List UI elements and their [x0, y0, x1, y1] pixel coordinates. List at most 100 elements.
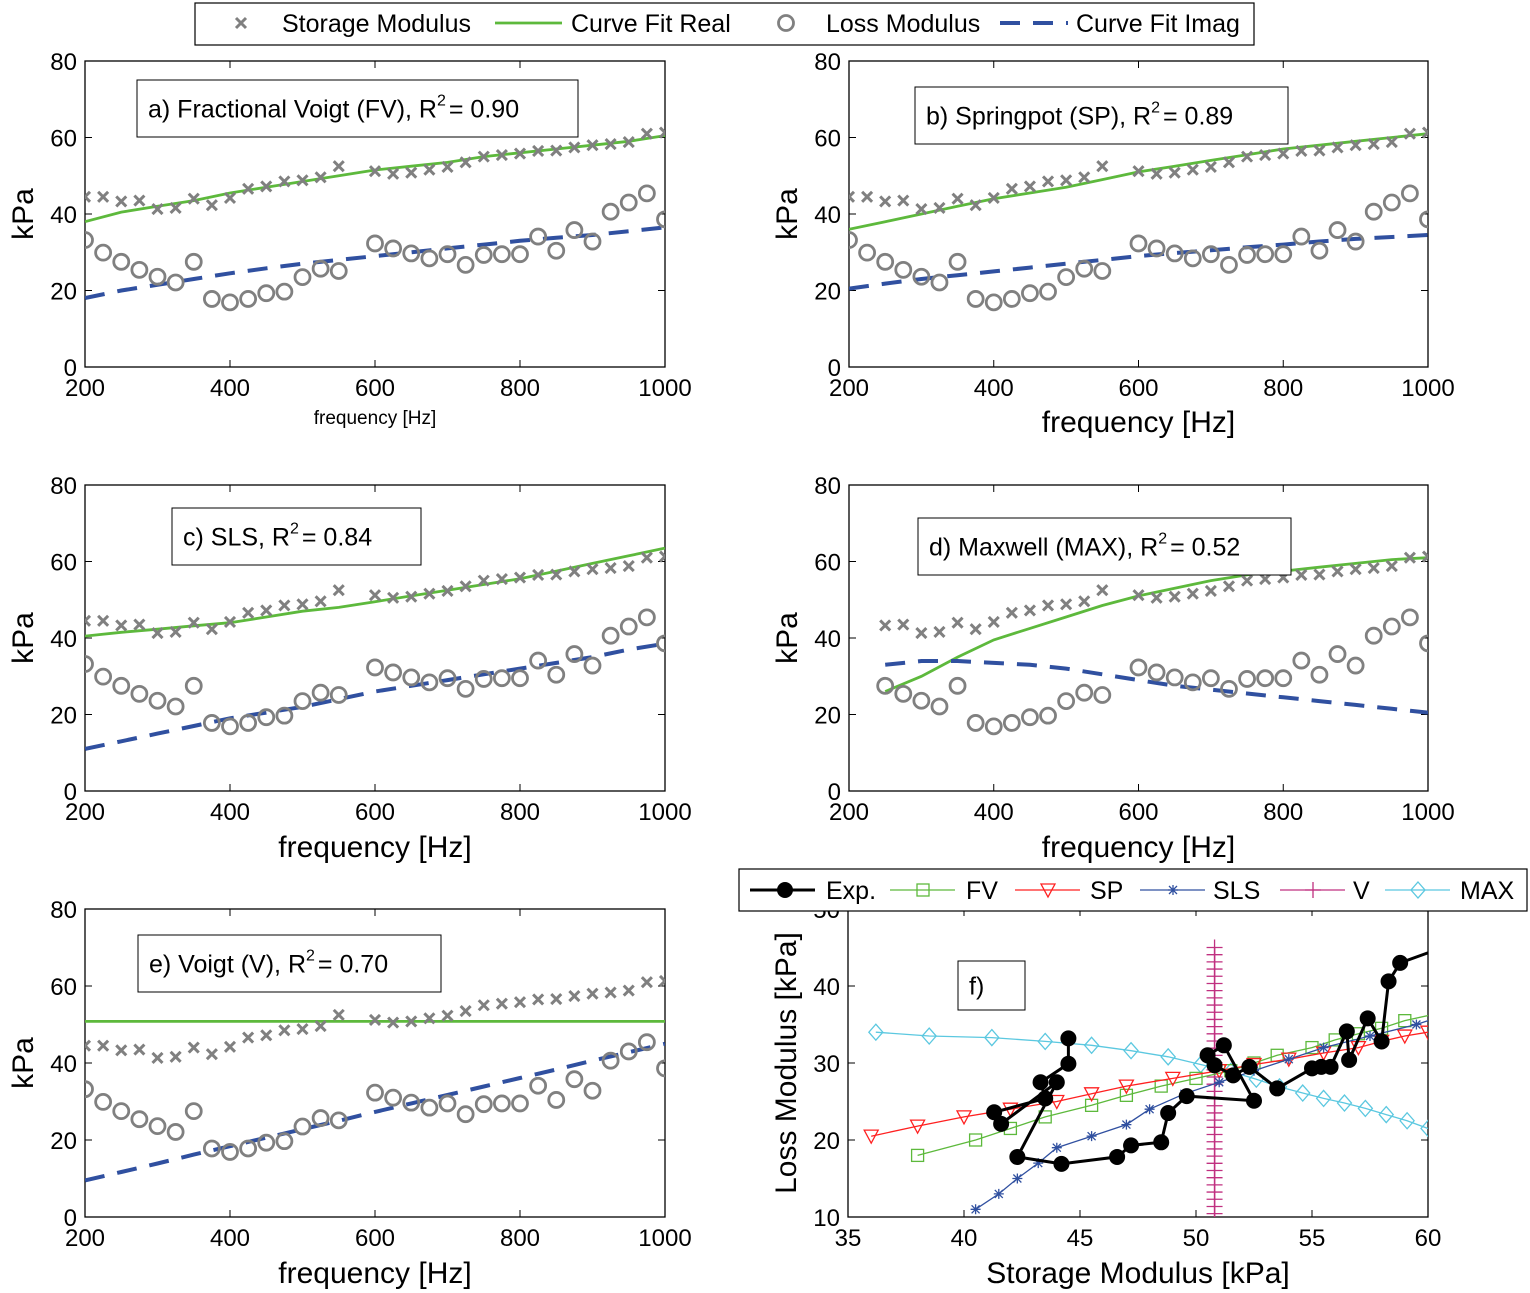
x-tick-label: 1000: [1401, 799, 1454, 826]
loss-modulus-point: [511, 245, 529, 264]
loss-modulus-point: [420, 1098, 439, 1117]
loss-modulus-point: [583, 232, 602, 251]
y-tick-label: 20: [50, 1128, 77, 1155]
storage-modulus-point: [897, 194, 910, 207]
loss-modulus-point: [930, 697, 949, 716]
loss-modulus-point: [239, 290, 258, 308]
annotation-text: b) Springpot (SP), R2 = 0.89: [926, 100, 1233, 131]
storage-modulus-point: [260, 180, 273, 193]
x-tick-label: 600: [355, 375, 395, 402]
loss-modulus-point: [1401, 608, 1419, 627]
storage-modulus-point: [1403, 551, 1416, 564]
storage-modulus-point: [133, 1043, 146, 1056]
loss-modulus-point: [402, 668, 421, 687]
series-line-max: [875, 1031, 1428, 1130]
storage-modulus-point: [861, 190, 874, 203]
loss-modulus-point: [366, 658, 384, 677]
legend-label: SP: [1090, 877, 1123, 905]
loss-modulus-point: [1328, 645, 1347, 663]
loss-modulus-point: [148, 267, 167, 286]
x-tick-label: 600: [1118, 375, 1158, 402]
loss-modulus-point: [1165, 244, 1184, 263]
storage-modulus-point: [1421, 126, 1428, 139]
storage-modulus-point: [1150, 167, 1163, 180]
legend-item: Loss Modulus: [777, 10, 980, 38]
legend-item: Exp.: [750, 877, 876, 905]
storage-modulus-point: [532, 568, 545, 581]
y-axis-label: kPa: [771, 188, 804, 240]
storage-modulus-point: [1259, 149, 1272, 162]
x-tick-label: 1000: [638, 375, 691, 402]
loss-modulus-point: [637, 184, 656, 203]
x-axis-label: frequency [Hz]: [1042, 831, 1235, 864]
loss-modulus-point: [366, 234, 384, 253]
x-tick-label: 50: [1183, 1225, 1210, 1252]
series-point-exp: [1048, 1074, 1065, 1091]
storage-modulus-point: [151, 1051, 164, 1065]
storage-modulus-point: [1078, 595, 1091, 608]
series-point-sp: [1048, 1094, 1065, 1110]
series-point-max: [1378, 1105, 1395, 1124]
storage-modulus-point: [1150, 591, 1163, 604]
series-point-max: [1037, 1032, 1054, 1051]
storage-modulus-point: [1295, 144, 1308, 157]
annotation-superscript: 2: [437, 93, 446, 110]
loss-modulus-point: [1274, 669, 1293, 688]
storage-modulus-point: [332, 160, 345, 173]
loss-modulus-point: [619, 193, 638, 212]
series-point-fv: [1119, 1088, 1134, 1102]
loss-modulus-point: [492, 669, 511, 688]
loss-modulus-point: [293, 692, 312, 711]
loss-modulus-point: [293, 1117, 312, 1136]
storage-modulus-point: [169, 201, 182, 214]
annotation-text: c) SLS, R2 = 0.84: [183, 521, 372, 552]
loss-modulus-point: [94, 1092, 113, 1111]
storage-modulus-point: [441, 1009, 454, 1022]
storage-modulus-point: [513, 996, 527, 1009]
storage-modulus-point: [332, 584, 345, 597]
plot-frame: [847, 908, 1429, 1218]
loss-modulus-point: [1021, 284, 1039, 303]
loss-modulus-point: [637, 608, 656, 627]
storage-modulus-point: [1222, 580, 1236, 593]
storage-modulus-point: [951, 616, 964, 629]
storage-modulus-point: [622, 560, 635, 573]
storage-modulus-point: [1132, 589, 1145, 602]
series-point-max: [983, 1028, 1000, 1047]
loss-modulus-point: [275, 706, 294, 725]
x-tick-label: 400: [974, 375, 1014, 402]
storage-modulus-point: [1240, 150, 1254, 163]
legend-item: V: [1280, 877, 1370, 905]
y-axis-label: kPa: [7, 612, 40, 664]
loss-modulus-point: [202, 1139, 221, 1158]
x-axis-label: Storage Modulus [kPa]: [986, 1257, 1290, 1290]
storage-modulus-point: [368, 589, 382, 602]
series-point-exp: [1450, 989, 1466, 1005]
loss-modulus-point: [148, 1117, 167, 1136]
storage-modulus-point: [969, 199, 982, 212]
series-point-fv: [1434, 1007, 1446, 1019]
x-tick-label: 800: [500, 1225, 540, 1252]
curve-fit-real-line: [85, 546, 665, 638]
loss-modulus-point: [94, 243, 113, 262]
loss-modulus-point: [456, 255, 475, 274]
loss-modulus-point: [930, 273, 949, 292]
loss-modulus-point: [565, 221, 584, 239]
storage-modulus-point: [405, 590, 418, 603]
storage-modulus-point: [332, 1008, 345, 1021]
plot-area: [85, 974, 665, 1183]
loss-modulus-point: [858, 243, 876, 262]
storage-modulus-point: [477, 150, 490, 163]
storage-modulus-point: [513, 571, 527, 584]
y-tick-label: 20: [50, 703, 77, 730]
panel-f: 3540455055601020304050Storage Modulus [k…: [770, 897, 1466, 1290]
storage-modulus-point: [622, 136, 635, 149]
x-tick-label: 800: [1263, 375, 1303, 402]
legend-item: MAX: [1385, 877, 1515, 905]
series-point-exp: [1060, 1030, 1077, 1047]
storage-modulus-point: [205, 1048, 218, 1061]
loss-modulus-point: [239, 714, 258, 732]
storage-modulus-point: [1259, 573, 1272, 586]
x-tick-label: 40: [951, 1225, 978, 1252]
series-point-sls: [1214, 1077, 1225, 1088]
